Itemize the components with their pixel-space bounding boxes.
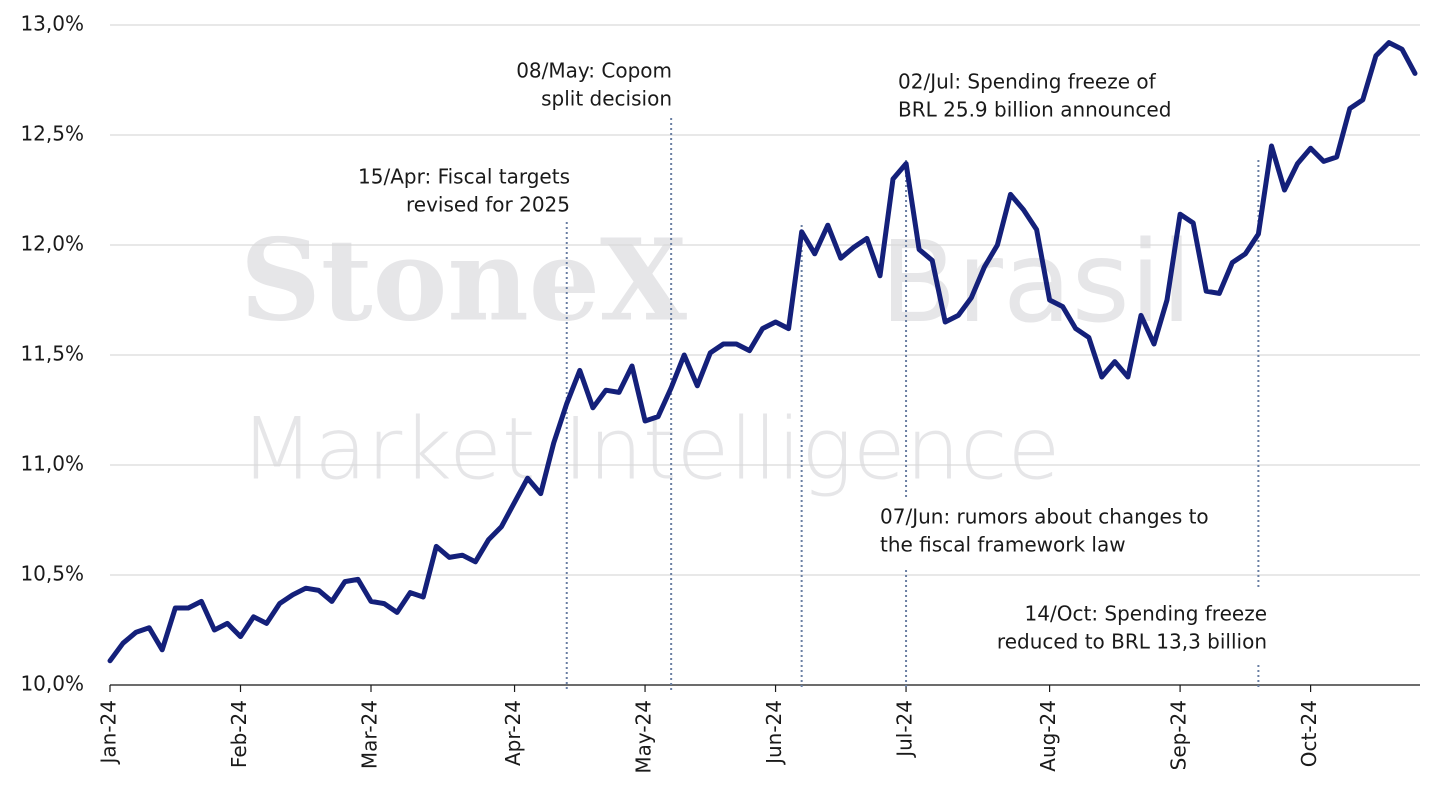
y-tick-label: 13,0% [20,12,84,36]
x-tick-label: Jan-24 [97,700,121,766]
annotation-text: 08/May: Copom [516,59,672,83]
y-tick-label: 10,0% [20,672,84,696]
y-tick-label: 11,5% [20,342,84,366]
x-tick-label: Mar-24 [358,700,382,769]
line-series [107,40,1418,664]
watermark-text: Market Intelligence [240,400,1060,500]
x-tick-label: Aug-24 [1036,700,1060,772]
x-tick-label: May-24 [632,700,656,774]
x-tick-label: Jul-24 [893,700,917,759]
y-tick-label: 12,0% [20,232,84,256]
annotation-text: 02/Jul: Spending freeze of [898,70,1157,94]
watermark: StoneX Brasil Market Intelligence [240,215,1192,499]
y-tick-label: 11,0% [20,452,84,476]
annotation-text: revised for 2025 [406,193,570,217]
annotation-text: 14/Oct: Spending freeze [1025,602,1267,626]
y-tick-label: 12,5% [20,122,84,146]
annotation-text: reduced to BRL 13,3 billion [997,630,1267,654]
annotation-text: the fiscal framework law [880,533,1126,557]
x-tick-label: Oct-24 [1297,700,1321,767]
annotation-text: 15/Apr: Fiscal targets [358,165,570,189]
y-tick-label: 10,5% [20,562,84,586]
watermark-text: StoneX [240,215,687,346]
x-tick-label: Apr-24 [501,700,525,766]
x-tick-label: Sep-24 [1167,700,1191,770]
annotation-text: BRL 25.9 billion announced [898,98,1171,122]
annotation-text: split decision [541,87,672,111]
annotation-text: 07/Jun: rumors about changes to [880,505,1209,529]
x-tick-label: Jun-24 [762,700,786,766]
x-tick-label: Feb-24 [227,700,251,768]
